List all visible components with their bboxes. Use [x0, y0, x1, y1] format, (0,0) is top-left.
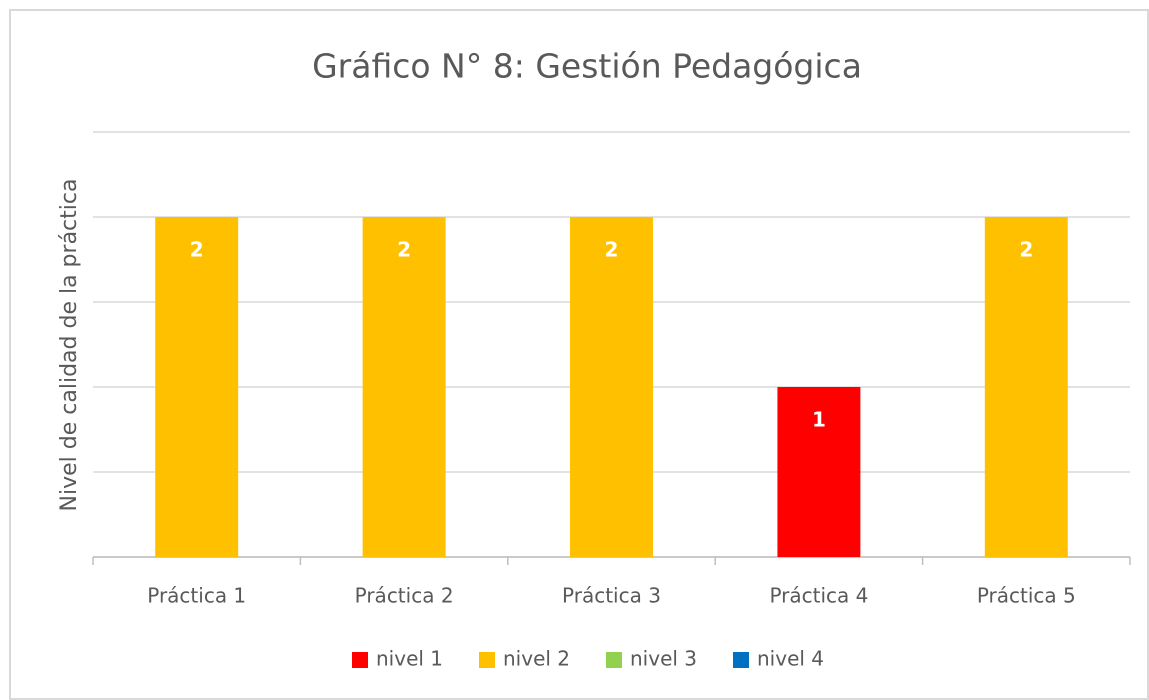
- legend-label: nivel 4: [757, 647, 824, 671]
- bar: [362, 217, 446, 557]
- x-tick-label: Práctica 3: [562, 584, 661, 608]
- bar: [155, 217, 239, 557]
- legend-swatch: [606, 652, 622, 668]
- chart-title: Gráfico N° 8: Gestión Pedagógica: [312, 47, 862, 86]
- x-tick-label: Práctica 2: [355, 584, 454, 608]
- legend-label: nivel 2: [503, 647, 570, 671]
- data-label: 2: [190, 238, 204, 262]
- bar: [570, 217, 653, 557]
- bar: [777, 387, 861, 557]
- legend-label: nivel 3: [630, 647, 697, 671]
- data-label: 2: [397, 238, 411, 262]
- data-label: 2: [1019, 238, 1033, 262]
- legend-label: nivel 1: [376, 647, 443, 671]
- bar: [984, 217, 1068, 557]
- legend-swatch: [352, 652, 368, 668]
- legend-swatch: [733, 652, 749, 668]
- x-tick-label: Práctica 5: [977, 584, 1076, 608]
- data-label: 1: [812, 408, 826, 432]
- x-tick-label: Práctica 1: [147, 584, 246, 608]
- legend-swatch: [479, 652, 495, 668]
- y-axis-label: Nivel de calidad de la práctica: [57, 179, 82, 512]
- data-label: 2: [605, 238, 619, 262]
- x-tick-label: Práctica 4: [769, 584, 868, 608]
